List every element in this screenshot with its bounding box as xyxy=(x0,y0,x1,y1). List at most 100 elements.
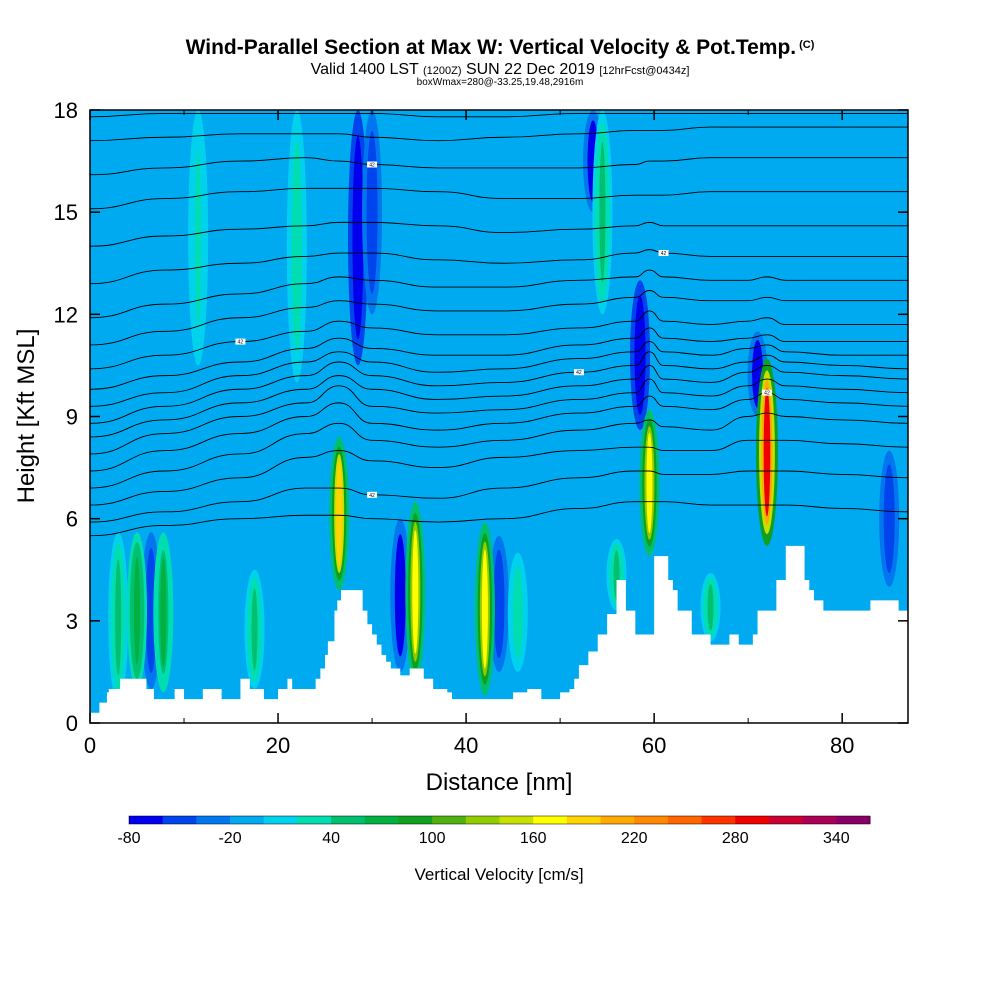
colorbar-tick-label: 40 xyxy=(322,830,340,847)
updraft-cell-band xyxy=(412,530,419,654)
contour-label: 42 xyxy=(661,251,667,257)
updraft-cell-band xyxy=(336,461,343,567)
isentrope-line xyxy=(90,126,908,142)
terrain-mask xyxy=(90,545,908,723)
x-tick-label: 0 xyxy=(84,733,96,758)
colorbar-swatch xyxy=(533,816,568,824)
downdraft-cell-band xyxy=(394,534,406,657)
chart-title-suffix: (C) xyxy=(799,39,815,51)
updraft-cell xyxy=(755,358,778,546)
downdraft-cell xyxy=(489,535,509,672)
colorbar-swatch xyxy=(634,816,669,824)
colorbar-swatch xyxy=(297,816,332,824)
colorbar-swatch xyxy=(230,816,265,824)
updraft-cell-band xyxy=(707,583,714,631)
updraft-cell xyxy=(329,436,350,591)
downdraft-cell-band xyxy=(352,135,364,340)
valid-time: Valid 1400 LST xyxy=(310,61,419,78)
contour-label-bg xyxy=(761,389,772,396)
y-tick-label: 15 xyxy=(54,200,78,225)
valid-utc: (1200Z) xyxy=(422,65,462,77)
colorbar-tick-label: 340 xyxy=(823,830,850,847)
colorbar-swatch xyxy=(735,816,770,824)
colorbar-tick-label: 280 xyxy=(722,830,749,847)
y-axis-label: Height [Kft MSL] xyxy=(13,329,40,504)
updraft-cell-band xyxy=(134,556,141,665)
x-tick-label: 80 xyxy=(830,733,854,758)
contour-label: 42 xyxy=(764,391,770,397)
updraft-cell xyxy=(153,532,174,693)
isentrope-line xyxy=(90,470,908,523)
isentrope-line xyxy=(90,310,908,370)
x-axis-label: Distance [nm] xyxy=(426,769,573,796)
y-tick-label: 9 xyxy=(66,405,78,430)
updraft-cell xyxy=(474,522,495,696)
colorbar-swatch xyxy=(600,816,635,824)
updraft-cell-band xyxy=(195,150,202,326)
colorbar-tick-label: 220 xyxy=(621,830,648,847)
isentrope-line xyxy=(90,341,908,407)
axes: 0 20 40 60 80 0 3 6 9 12 15 18 xyxy=(54,98,908,758)
updraft-cell xyxy=(188,110,209,366)
colorbar-swatch xyxy=(364,816,399,824)
valid-date: SUN 22 Dec 2019 xyxy=(465,61,595,78)
colorbar-swatch xyxy=(162,816,197,824)
downdraft-cell xyxy=(630,280,651,431)
y-tick-label: 6 xyxy=(66,507,78,532)
colorbar-swatch xyxy=(465,816,500,824)
isentrope-line xyxy=(90,157,908,176)
chart-title: Wind-Parallel Section at Max W: Vertical… xyxy=(0,36,1000,60)
updraft-cell-band xyxy=(763,388,771,517)
downdraft-cell xyxy=(362,110,383,315)
updraft-cell xyxy=(127,532,148,689)
contour-label-bg xyxy=(235,338,246,345)
boxwmax-caption: boxWmax=280@-33.25,19.48,2916m xyxy=(416,77,584,88)
updraft-cell xyxy=(244,569,265,689)
updraft-cell-band xyxy=(160,557,167,668)
contour-label: 42 xyxy=(576,370,582,376)
colorbar-swatch xyxy=(566,816,602,824)
colorbar-swatch xyxy=(263,816,298,824)
isentrope-line xyxy=(90,327,908,390)
chart-subtitle: Valid 1400 LST (1200Z) SUN 22 Dec 2019 [… xyxy=(0,61,1000,79)
updraft-cell-band xyxy=(293,152,300,340)
isentrope-line xyxy=(90,112,908,118)
colorbar: -80 -20 40 100 160 220 280 340 xyxy=(117,815,871,847)
downdraft-cell xyxy=(390,518,411,672)
chart-title-text: Wind-Parallel Section at Max W: Vertical… xyxy=(185,36,797,59)
isentrope-line xyxy=(90,439,908,506)
contour-label: 42 xyxy=(369,162,375,168)
isentrope-line xyxy=(90,501,908,537)
colorbar-swatch xyxy=(667,816,703,824)
updraft-cell-band xyxy=(481,549,488,669)
colorbar-swatch xyxy=(331,816,366,824)
contour-label-bg xyxy=(658,250,669,257)
updraft-cell xyxy=(405,501,426,683)
x-tick-label: 60 xyxy=(642,733,666,758)
y-tick-label: 18 xyxy=(54,98,78,123)
downdraft-cell-band xyxy=(883,464,895,573)
x-tick-label: 40 xyxy=(454,733,478,758)
isentrope-line xyxy=(90,187,908,210)
isentrope-line xyxy=(90,378,908,455)
downdraft-cell xyxy=(879,450,900,587)
forecast-info: [12hrFcst@0434z] xyxy=(599,65,690,77)
downdraft-cell-band xyxy=(366,130,378,294)
y-tick-label: 3 xyxy=(66,609,78,634)
colorbar-swatch xyxy=(196,816,231,824)
isentrope-line xyxy=(90,269,908,319)
downdraft-cell-band xyxy=(493,549,505,659)
colorbar-frame xyxy=(128,815,871,825)
isentrope-line xyxy=(90,221,908,247)
contour-label: 42 xyxy=(238,340,244,346)
isentrope-contours: 42 42 42 42 42 42 xyxy=(90,112,908,537)
colorbar-swatch xyxy=(701,816,736,824)
contour-label: 42 xyxy=(369,493,375,499)
colorbar-swatch xyxy=(129,816,164,824)
updraft-cell xyxy=(286,110,307,383)
colorbar-label: Vertical Velocity [cm/s] xyxy=(414,865,583,884)
colorbar-swatch xyxy=(499,816,534,824)
updraft-cell-band xyxy=(646,432,653,534)
contour-label-bg xyxy=(367,161,378,168)
